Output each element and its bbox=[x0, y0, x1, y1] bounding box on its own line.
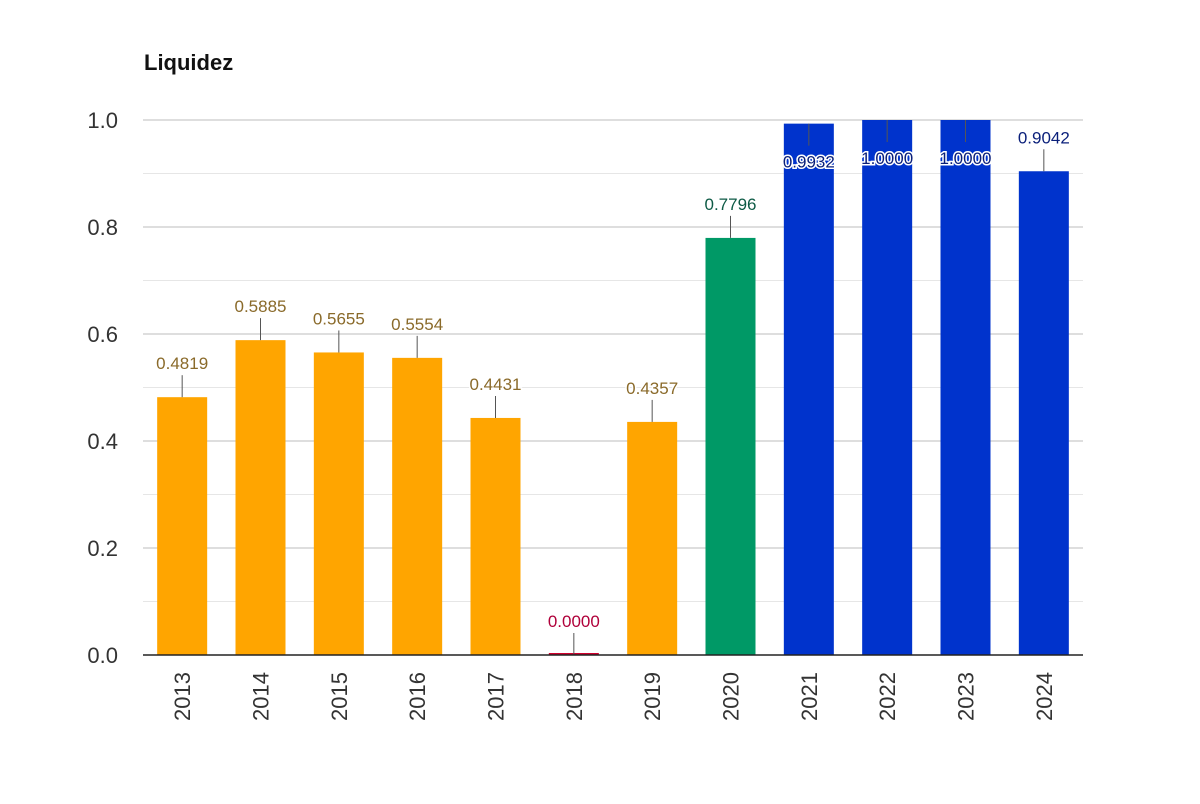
x-tick-label: 2024 bbox=[1032, 672, 1057, 721]
x-tick-label: 2021 bbox=[797, 672, 822, 721]
bar bbox=[235, 340, 286, 655]
bar bbox=[862, 120, 913, 655]
bar bbox=[392, 357, 443, 655]
data-label: 1.0000 bbox=[940, 149, 992, 168]
data-label: 0.4819 bbox=[156, 354, 208, 373]
bar bbox=[627, 421, 678, 655]
data-label: 0.5655 bbox=[313, 309, 365, 328]
data-label: 0.4431 bbox=[470, 375, 522, 394]
x-tick-label: 2013 bbox=[170, 672, 195, 721]
y-tick-label: 1.0 bbox=[87, 108, 118, 133]
bar bbox=[705, 237, 756, 655]
y-tick-label: 0.4 bbox=[87, 429, 118, 454]
data-label: 0.0000 bbox=[548, 612, 600, 631]
x-tick-label: 2020 bbox=[719, 672, 744, 721]
bar bbox=[1018, 171, 1069, 656]
x-tick-label: 2015 bbox=[327, 672, 352, 721]
x-tick-label: 2014 bbox=[249, 672, 274, 721]
data-label: 0.5554 bbox=[391, 315, 443, 334]
y-tick-label: 0.8 bbox=[87, 215, 118, 240]
y-tick-label: 0.2 bbox=[87, 536, 118, 561]
data-label: 0.7796 bbox=[705, 195, 757, 214]
bar bbox=[470, 417, 521, 655]
bar bbox=[783, 123, 834, 655]
bar bbox=[940, 120, 991, 655]
bar bbox=[313, 352, 364, 655]
x-tick-label: 2022 bbox=[875, 672, 900, 721]
x-tick-label: 2016 bbox=[405, 672, 430, 721]
data-label: 0.9932 bbox=[783, 153, 835, 172]
x-tick-label: 2017 bbox=[484, 672, 509, 721]
data-label: 0.9042 bbox=[1018, 128, 1070, 147]
data-label: 1.0000 bbox=[861, 149, 913, 168]
x-tick-label: 2023 bbox=[954, 672, 979, 721]
y-tick-label: 0.0 bbox=[87, 643, 118, 668]
x-tick-label: 2018 bbox=[562, 672, 587, 721]
bar bbox=[157, 397, 208, 655]
data-label: 0.5885 bbox=[235, 297, 287, 316]
y-tick-label: 0.6 bbox=[87, 322, 118, 347]
x-tick-label: 2019 bbox=[640, 672, 665, 721]
data-label: 0.4357 bbox=[626, 379, 678, 398]
chart-title: Liquidez bbox=[144, 50, 234, 75]
